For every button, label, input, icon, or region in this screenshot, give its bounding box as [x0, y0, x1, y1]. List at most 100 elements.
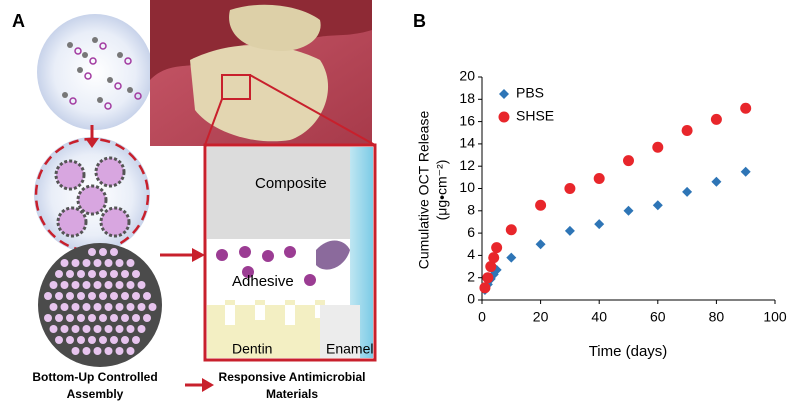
pore	[126, 303, 135, 311]
pore	[132, 314, 140, 322]
y-tick-label: 20	[459, 68, 475, 84]
arrow-head	[202, 378, 214, 392]
pore	[66, 336, 74, 344]
pore	[82, 281, 91, 289]
arrow-head	[192, 248, 205, 262]
data-point	[681, 125, 693, 137]
pore	[66, 292, 74, 300]
illustration: Composite Adhesive Dentin Enamel Bottom-…	[32, 0, 377, 401]
data-point	[623, 155, 634, 167]
legend-marker	[499, 89, 509, 99]
panel-label: A	[12, 11, 25, 31]
pore	[99, 336, 107, 344]
pore	[137, 281, 146, 289]
pore	[110, 248, 118, 256]
pore	[49, 325, 58, 333]
pore	[77, 314, 85, 322]
caption: Responsive Antimicrobial	[219, 370, 366, 384]
composite-layer	[207, 147, 357, 239]
dentin-layer	[207, 300, 350, 358]
pore	[110, 314, 118, 322]
pore	[110, 336, 118, 344]
adhesive-particle	[304, 274, 316, 286]
pore	[99, 292, 107, 300]
drug	[84, 72, 92, 80]
pore	[137, 325, 146, 333]
layer-label: Enamel	[326, 341, 373, 357]
pore	[132, 336, 140, 344]
pore	[82, 259, 91, 267]
pore	[110, 292, 118, 300]
x-tick-label: 40	[591, 309, 607, 325]
pore	[104, 303, 113, 311]
pore	[77, 292, 85, 300]
pore	[110, 270, 118, 278]
data-point	[740, 166, 751, 177]
y-axis-unit: (μg•cm⁻²)	[434, 160, 450, 221]
pore	[93, 259, 102, 267]
drug	[104, 102, 112, 110]
pore	[104, 259, 113, 267]
data-point	[623, 205, 634, 216]
data-point	[593, 172, 605, 184]
pore	[115, 303, 124, 311]
pore	[126, 325, 135, 333]
pore	[66, 270, 74, 278]
panel-label: B	[413, 11, 426, 31]
pore	[88, 248, 96, 256]
pore	[126, 259, 135, 267]
drug	[69, 97, 77, 105]
particle	[107, 77, 113, 83]
y-tick-label: 8	[467, 202, 475, 218]
cluster	[94, 156, 126, 188]
y-tick-label: 12	[459, 157, 475, 173]
pore	[55, 336, 63, 344]
cluster	[54, 159, 86, 191]
pore	[44, 292, 52, 300]
pore	[121, 314, 129, 322]
pore	[93, 347, 102, 355]
pore	[126, 347, 135, 355]
drug	[134, 92, 142, 100]
x-tick-label: 0	[478, 309, 486, 325]
y-tick-label: 2	[467, 268, 475, 284]
pore	[121, 336, 129, 344]
pore	[82, 347, 91, 355]
particle	[77, 67, 83, 73]
section-frame	[203, 143, 377, 362]
tooth	[190, 45, 329, 142]
x-tick-label: 80	[709, 309, 725, 325]
pore	[99, 314, 107, 322]
pore	[88, 336, 96, 344]
pore	[99, 270, 107, 278]
pore	[143, 292, 151, 300]
data-point	[505, 224, 517, 236]
pore	[115, 325, 124, 333]
cluster	[99, 206, 131, 238]
y-tick-label: 16	[459, 112, 475, 128]
data-point	[506, 252, 517, 263]
pore	[137, 303, 146, 311]
pore	[93, 281, 102, 289]
particle	[117, 52, 123, 58]
drug	[114, 82, 122, 90]
data-point	[652, 200, 663, 211]
y-tick-label: 18	[459, 90, 475, 106]
pore	[82, 325, 91, 333]
pore	[88, 270, 96, 278]
chart: Time (days) Cumulative OCT Release (μg•c…	[416, 68, 787, 360]
drug	[124, 57, 132, 65]
caption: Bottom-Up Controlled	[32, 370, 157, 384]
legend-label: PBS	[516, 85, 544, 101]
data-point	[479, 282, 491, 294]
pore	[82, 303, 91, 311]
bacterium	[316, 240, 350, 270]
pore	[49, 303, 58, 311]
zoom-box	[221, 74, 251, 100]
data-point	[564, 183, 576, 194]
pore	[60, 259, 69, 267]
zoom-line	[249, 74, 376, 146]
arrow-head	[85, 138, 99, 148]
pore	[60, 325, 69, 333]
layer-label: Composite	[255, 175, 327, 192]
